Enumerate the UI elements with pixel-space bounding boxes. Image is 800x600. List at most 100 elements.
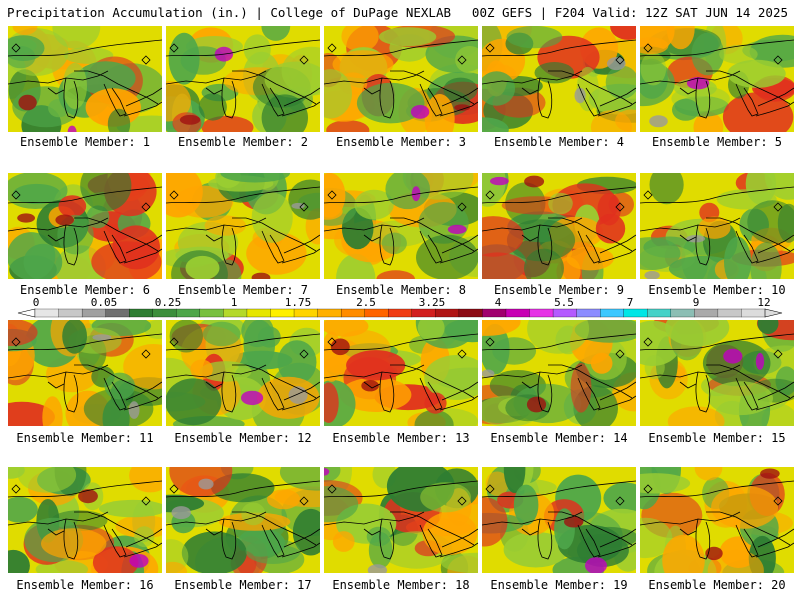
- ensemble-member-label: Ensemble Member: 16: [16, 578, 154, 592]
- precip-blob: [482, 71, 516, 106]
- great-lakes-coastline: [169, 337, 179, 347]
- precip-blob: [134, 526, 155, 548]
- colorbar-max-arrow: [764, 308, 783, 318]
- great-lakes-coastline: [521, 381, 539, 389]
- great-lakes-coastline: [261, 377, 285, 411]
- great-lakes-coastline: [521, 234, 539, 242]
- precip-blob: [354, 189, 394, 220]
- great-lakes-coastline: [439, 395, 478, 411]
- colorbar-segment: [340, 308, 366, 318]
- precip-blob: [610, 26, 636, 40]
- precip-blob: [251, 192, 293, 243]
- precip-max: [128, 401, 140, 419]
- colorbar-segment: [105, 308, 130, 318]
- great-lakes-coastline: [123, 395, 162, 411]
- precip-max: [705, 546, 723, 561]
- ensemble-member-label: Ensemble Member: 17: [174, 578, 312, 592]
- great-lakes-coastline: [755, 395, 794, 411]
- ensemble-member-label: Ensemble Member: 10: [648, 283, 786, 297]
- colorbar-segment: [293, 308, 319, 318]
- great-lakes-coastline: [125, 87, 162, 107]
- great-lakes-coastline: [232, 511, 317, 546]
- ensemble-map-15: [640, 320, 794, 426]
- great-lakes-coastline: [695, 371, 711, 413]
- great-lakes-coastline: [419, 230, 443, 264]
- precip-blob: [246, 232, 307, 275]
- precip-max: [291, 202, 305, 209]
- precip-blob: [8, 549, 30, 573]
- precip-max: [585, 557, 607, 573]
- great-lakes-coastline: [597, 101, 636, 117]
- great-lakes-coastline: [281, 101, 320, 117]
- precip-blob: [8, 35, 45, 61]
- great-lakes-coastline: [615, 496, 625, 506]
- colorbar-segment: [246, 308, 271, 318]
- great-lakes-coastline: [281, 542, 320, 558]
- precip-field-6: [8, 173, 162, 279]
- precip-blob: [92, 546, 139, 573]
- precip-blob: [332, 50, 394, 79]
- precip-max: [330, 338, 350, 356]
- colorbar-segment: [58, 308, 83, 318]
- precip-blob: [503, 467, 526, 494]
- great-lakes-coastline: [706, 511, 791, 546]
- precip-blob: [292, 508, 320, 556]
- precip-blob: [199, 361, 252, 382]
- precip-blob: [649, 173, 684, 205]
- precip-blob: [750, 242, 782, 279]
- precip-blob: [506, 26, 563, 49]
- ensemble-member-label: Ensemble Member: 15: [648, 431, 786, 445]
- ensemble-member-label: Ensemble Member: 11: [16, 431, 154, 445]
- ensemble-map-18: [324, 467, 478, 573]
- precip-blob: [666, 26, 695, 50]
- great-lakes-coastline: [599, 381, 636, 401]
- great-lakes-coastline: [283, 381, 320, 401]
- precip-blob: [590, 110, 632, 132]
- ensemble-member-label: Ensemble Member: 5: [651, 135, 783, 149]
- great-lakes-coastline: [485, 337, 495, 347]
- great-lakes-coastline: [11, 190, 21, 200]
- great-lakes-coastline: [577, 377, 601, 411]
- precip-blob: [324, 173, 346, 218]
- great-lakes-coastline: [261, 524, 285, 558]
- precip-max: [410, 105, 430, 119]
- great-lakes-coastline: [679, 87, 697, 95]
- great-lakes-coastline: [457, 202, 467, 212]
- precip-blob: [640, 237, 681, 271]
- great-lakes-coastline: [485, 190, 495, 200]
- precip-max: [482, 369, 495, 378]
- precip-max: [574, 87, 586, 104]
- precip-blob: [485, 471, 509, 496]
- great-lakes-coastline: [599, 87, 636, 107]
- precip-blob: [667, 406, 725, 426]
- border-line: [8, 186, 162, 204]
- border-line: [640, 186, 794, 204]
- ensemble-map-19: [482, 467, 636, 573]
- precip-blob: [166, 81, 191, 122]
- great-lakes-coastline: [74, 70, 159, 105]
- great-lakes-coastline: [363, 381, 381, 389]
- precip-blob: [595, 213, 626, 244]
- precip-max: [490, 176, 509, 186]
- ensemble-map-7: [166, 173, 320, 279]
- colorbar-tick-label: 0: [32, 296, 40, 309]
- colorbar-segment: [435, 308, 460, 318]
- ensemble-map-10: [640, 173, 794, 279]
- precip-blob: [204, 215, 247, 236]
- precip-blob: [185, 255, 220, 279]
- precip-blob: [17, 467, 77, 493]
- precip-field-18: [324, 467, 478, 573]
- ensemble-map-16: [8, 467, 162, 573]
- great-lakes-coastline: [379, 518, 395, 560]
- precip-blob: [366, 526, 391, 547]
- colorbar-tick-label: 3.25: [418, 296, 446, 309]
- great-lakes-coastline: [363, 234, 381, 242]
- great-lakes-coastline: [537, 224, 553, 266]
- great-lakes-coastline: [548, 70, 633, 105]
- ensemble-map-4: [482, 26, 636, 132]
- precip-blob: [257, 326, 281, 348]
- precip-blob: [757, 320, 779, 334]
- precip-blob: [326, 120, 370, 132]
- precip-blob: [527, 320, 590, 354]
- ensemble-member-label: Ensemble Member: 1: [19, 135, 151, 149]
